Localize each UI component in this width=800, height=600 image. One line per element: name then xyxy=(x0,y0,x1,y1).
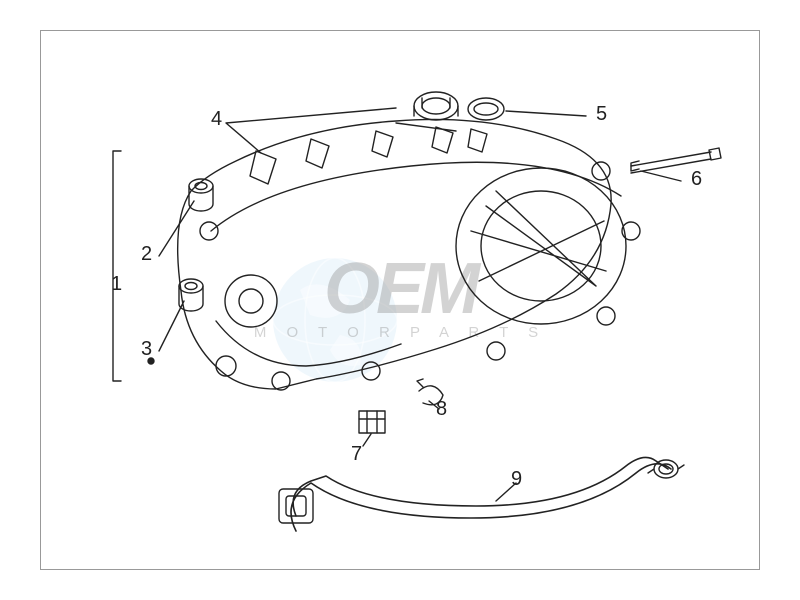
callout-5: 5 xyxy=(596,103,607,126)
callout-1: 1 xyxy=(111,273,122,296)
parts-drawing xyxy=(41,31,761,571)
callout-3: 3 xyxy=(141,338,152,361)
diagram-frame: OEM M O T O R P A R T S xyxy=(40,30,760,570)
callout-2: 2 xyxy=(141,243,152,266)
callout-7: 7 xyxy=(351,443,362,466)
callout-4: 4 xyxy=(211,108,222,131)
callout-8: 8 xyxy=(436,398,447,421)
callout-6: 6 xyxy=(691,168,702,191)
callout-9: 9 xyxy=(511,468,522,491)
